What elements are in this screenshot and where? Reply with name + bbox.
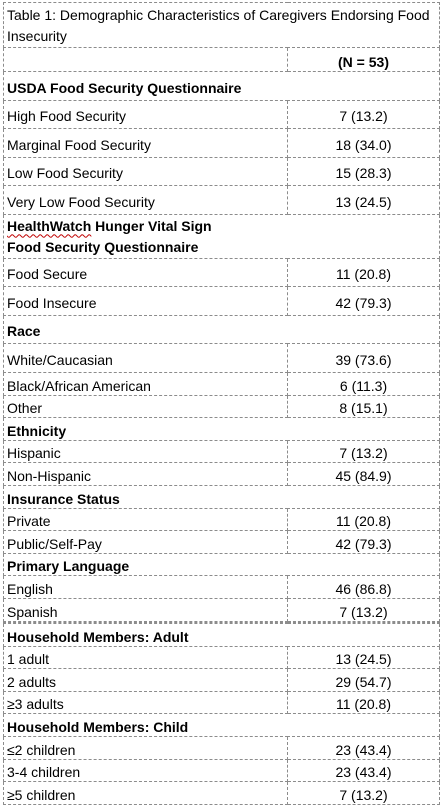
row-value: 45 (84.9) bbox=[287, 462, 440, 486]
row-value: 23 (43.4) bbox=[287, 736, 440, 760]
row-value: 11 (20.8) bbox=[287, 690, 440, 715]
row-label: ≤2 children bbox=[3, 736, 288, 760]
table-caption: Table 1: Demographic Characteristics of … bbox=[3, 2, 440, 48]
row-value: 29 (54.7) bbox=[287, 668, 440, 692]
row-label: Spanish bbox=[3, 598, 288, 622]
row-label: High Food Security bbox=[3, 99, 288, 130]
row-label: Non-Hispanic bbox=[3, 462, 288, 486]
row-value: 11 (20.8) bbox=[287, 257, 440, 288]
row-label: Very Low Food Security bbox=[3, 185, 288, 215]
row-label: Other bbox=[3, 394, 288, 419]
empty-header-cell bbox=[3, 47, 288, 72]
row-value: 11 (20.8) bbox=[287, 507, 440, 532]
row-label: Marginal Food Security bbox=[3, 128, 288, 158]
row-value: 7 (13.2) bbox=[287, 781, 440, 805]
row-value: 39 (73.6) bbox=[287, 343, 440, 373]
n-header: (N = 53) bbox=[287, 47, 440, 72]
row-value: 7 (13.2) bbox=[287, 439, 440, 464]
empty-row bbox=[3, 621, 440, 625]
row-label: English bbox=[3, 575, 288, 600]
row-label: Hispanic bbox=[3, 439, 288, 464]
row-label: 1 adult bbox=[3, 645, 288, 670]
row-label: White/Caucasian bbox=[3, 343, 288, 373]
row-label: 3-4 children bbox=[3, 758, 288, 783]
section-usda-title: USDA Food Security Questionnaire bbox=[3, 71, 440, 101]
row-label: Food Insecure bbox=[3, 286, 288, 316]
demographics-table: Table 1: Demographic Characteristics of … bbox=[3, 2, 440, 805]
section-adults-title: Household Members: Adult bbox=[3, 623, 440, 647]
row-label: ≥5 children bbox=[3, 781, 288, 805]
section-children-title: Household Members: Child bbox=[3, 713, 440, 738]
row-value: 8 (15.1) bbox=[287, 394, 440, 419]
row-value: 23 (43.4) bbox=[287, 758, 440, 783]
row-value: 46 (86.8) bbox=[287, 575, 440, 600]
row-label: 2 adults bbox=[3, 668, 288, 692]
row-label: Public/Self-Pay bbox=[3, 530, 288, 554]
row-value: 13 (24.5) bbox=[287, 645, 440, 670]
row-label: Private bbox=[3, 507, 288, 532]
row-label: Black/African American bbox=[3, 371, 288, 396]
row-value: 7 (13.2) bbox=[287, 598, 440, 622]
row-value: 7 (13.2) bbox=[287, 99, 440, 130]
row-label: Low Food Security bbox=[3, 156, 288, 187]
section-ethnicity-title: Ethnicity bbox=[3, 417, 440, 441]
section-insurance-title: Insurance Status bbox=[3, 484, 440, 509]
section-race-title: Race bbox=[3, 314, 440, 345]
row-label: ≥3 adults bbox=[3, 690, 288, 715]
spellcheck-word: HealthWatch bbox=[7, 217, 92, 234]
section-language-title: Primary Language bbox=[3, 552, 440, 577]
row-value: 13 (24.5) bbox=[287, 185, 440, 215]
row-value: 6 (11.3) bbox=[287, 371, 440, 396]
row-value: 42 (79.3) bbox=[287, 286, 440, 316]
row-value: 18 (34.0) bbox=[287, 128, 440, 158]
section-hvs-title: HealthWatch Hunger Vital Sign Food Securi… bbox=[3, 213, 440, 259]
row-value: 15 (28.3) bbox=[287, 156, 440, 187]
row-value: 42 (79.3) bbox=[287, 530, 440, 554]
row-label: Food Secure bbox=[3, 257, 288, 288]
